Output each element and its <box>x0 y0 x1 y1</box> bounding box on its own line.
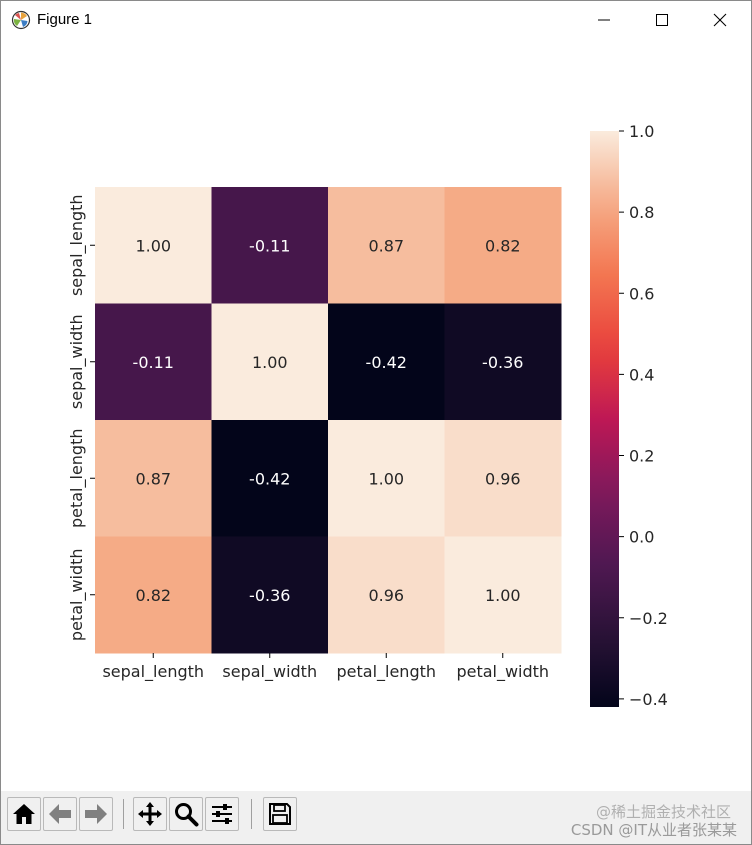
title-bar: Figure 1 <box>1 1 751 39</box>
close-button[interactable] <box>691 1 749 39</box>
watermark-juejin: @稀土掘金技术社区 <box>595 803 731 821</box>
cell-annotation: 0.96 <box>368 586 404 605</box>
colorbar-tick-label: 0.0 <box>629 528 654 547</box>
heatmap-cell <box>444 536 562 654</box>
y-axis: sepal_length sepal_width petal_lengthpetal… <box>67 194 95 641</box>
heatmap-annotations: 1.00 -0.11 0.87 0.82 -0.11 1.00 -0.42 -0.36 0.87… <box>133 236 524 605</box>
forward-button[interactable] <box>79 797 113 831</box>
heatmap-cell <box>328 187 445 304</box>
colorbar: 1.0 0.8 0.6 0.4 0.2 0.0 −0.2 −0.4 <box>590 122 668 709</box>
cell-annotation: 1.00 <box>135 236 171 255</box>
cell-annotation: -0.36 <box>249 586 290 605</box>
colorbar-gradient <box>590 131 619 707</box>
y-tick-label: sepal_length <box>67 194 87 296</box>
matplotlib-logo-icon <box>11 10 31 30</box>
toolbar-separator <box>123 799 124 829</box>
colorbar-tick-label: 0.8 <box>629 203 654 222</box>
cell-annotation: -0.11 <box>133 353 174 372</box>
colorbar-tick-label: 0.4 <box>629 365 654 384</box>
cell-annotation: 1.00 <box>252 353 288 372</box>
cell-annotation: 0.82 <box>485 236 521 255</box>
maximize-button[interactable] <box>633 1 691 39</box>
cell-annotation: -0.42 <box>249 469 290 488</box>
heatmap-cell <box>444 420 562 537</box>
home-icon <box>13 804 35 824</box>
heatmap-cell <box>211 303 329 421</box>
configure-subplots-button[interactable] <box>205 797 239 831</box>
heatmap-cell <box>328 303 445 421</box>
home-button[interactable] <box>7 797 41 831</box>
back-icon <box>49 804 71 824</box>
cell-annotation: 0.87 <box>368 236 404 255</box>
x-tick-label: sepal_width <box>222 662 317 682</box>
colorbar-tick-label: 0.2 <box>629 447 654 466</box>
heatmap-cell <box>328 420 445 537</box>
cell-annotation: 0.87 <box>135 469 171 488</box>
cell-annotation: 0.82 <box>135 586 171 605</box>
toolbar-separator <box>251 799 252 829</box>
forward-icon <box>85 804 107 824</box>
colorbar-tick-label: 0.6 <box>629 284 654 303</box>
pan-button[interactable] <box>133 797 167 831</box>
heatmap-cell <box>211 536 329 654</box>
zoom-icon <box>175 803 199 827</box>
configure-subplots-icon <box>212 804 232 824</box>
minimize-icon <box>598 19 610 21</box>
heatmap-cell <box>211 420 329 537</box>
minimize-button[interactable] <box>575 1 633 39</box>
watermark-csdn: CSDN @IT从业者张某某 <box>570 821 737 839</box>
heatmap-cell <box>444 187 562 304</box>
cell-annotation: -0.11 <box>249 236 290 255</box>
zoom-button[interactable] <box>169 797 203 831</box>
maximize-icon <box>656 14 668 26</box>
back-button[interactable] <box>43 797 77 831</box>
y-tick-label: petal_width <box>67 548 87 641</box>
heatmap-cell <box>211 187 329 304</box>
heatmap-cell <box>95 420 212 537</box>
heatmap-figure: 1.00 -0.11 0.87 0.82 -0.11 1.00 -0.42 -0.36 0.87… <box>67 122 668 709</box>
save-icon <box>269 803 291 825</box>
x-tick-label: sepal_length <box>102 662 204 682</box>
window-title: Figure 1 <box>37 11 93 28</box>
x-tick-label: petal_length <box>336 662 436 682</box>
cell-annotation: 1.00 <box>485 586 521 605</box>
cell-annotation: -0.36 <box>482 353 523 372</box>
heatmap-cell <box>95 303 212 421</box>
y-tick-label: sepal_width <box>67 314 87 409</box>
heatmap-cell <box>95 536 212 654</box>
heatmap-cell <box>444 303 562 421</box>
heatmap-cell <box>95 187 212 304</box>
save-button[interactable] <box>263 797 297 831</box>
x-axis: sepal_length sepal_width petal_length petal… <box>102 653 549 682</box>
close-icon <box>713 13 727 27</box>
colorbar-tick-label: 1.0 <box>629 122 654 141</box>
navigation-toolbar: @稀土掘金技术社区 CSDN @IT从业者张某某 <box>1 791 751 844</box>
colorbar-tick-label: −0.4 <box>629 690 668 709</box>
cell-annotation: -0.42 <box>366 353 407 372</box>
pan-icon <box>138 802 162 826</box>
x-tick-label: petal_width <box>456 662 549 682</box>
cell-annotation: 1.00 <box>368 469 404 488</box>
y-tick-label: petal_length <box>67 428 87 528</box>
heatmap-cell <box>328 536 445 654</box>
colorbar-tick-label: −0.2 <box>629 609 668 628</box>
heatmap-cells <box>95 187 562 654</box>
cell-annotation: 0.96 <box>485 469 521 488</box>
